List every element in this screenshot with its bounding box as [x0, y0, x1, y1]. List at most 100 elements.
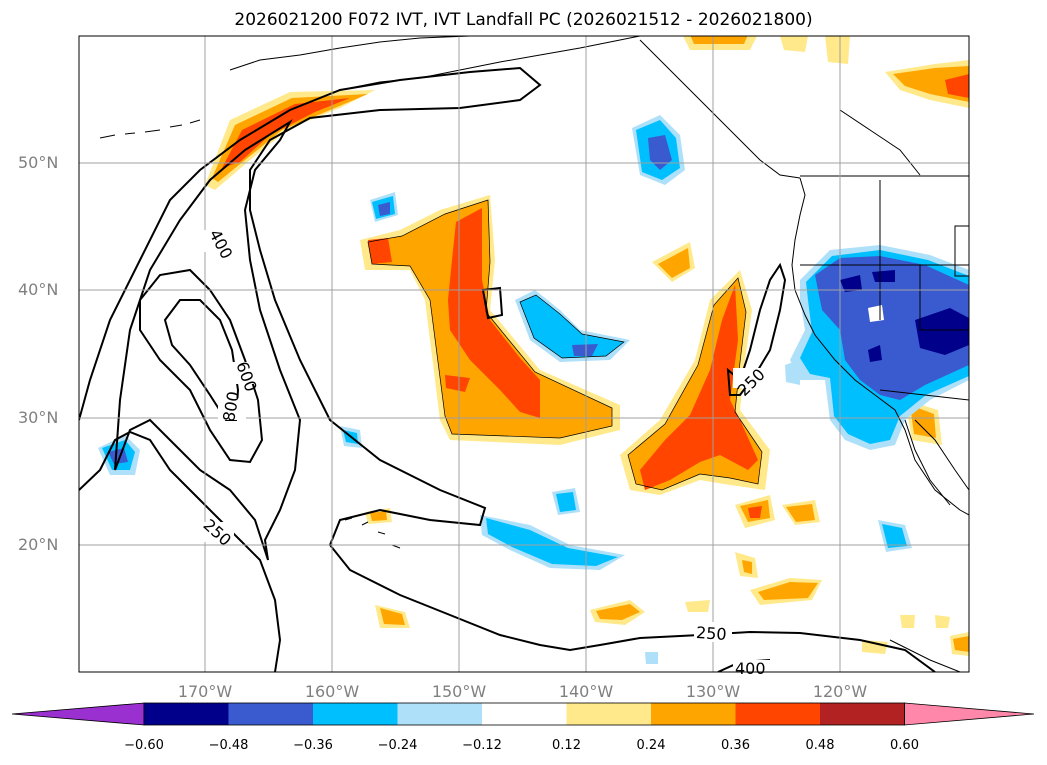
lat-label-30n: 30°N [18, 408, 59, 427]
positive-anomaly-region [953, 636, 969, 652]
plot-frame [78, 35, 970, 673]
map-title: 2026021200 F072 IVT, IVT Landfall PC (20… [234, 10, 813, 30]
bc-wa-or-ca-coastline [791, 177, 969, 516]
shaded-outline-layer [367, 199, 763, 491]
colorbar-segment [313, 703, 398, 725]
contour-label: 250 [695, 623, 727, 644]
colorbar-tick-label: −0.48 [208, 738, 249, 753]
colorbar-segment [144, 703, 229, 725]
colorbar-tick-label: −0.12 [462, 738, 502, 753]
gridlines [79, 36, 969, 672]
negative-anomaly-region [520, 295, 624, 358]
positive-anomaly-region [748, 506, 762, 518]
colorbar-segment [566, 703, 651, 725]
ivt-contour-600 [139, 268, 264, 464]
colorbar-frame [143, 702, 905, 726]
positive-anomaly-region [786, 504, 815, 522]
negative-anomaly-region [815, 256, 969, 400]
colorbar [11, 702, 1035, 726]
positive-anomaly-region [368, 238, 392, 264]
us-mexico-border [879, 389, 969, 401]
shaded-anomaly-layer [98, 36, 969, 664]
positive-anomaly-region [945, 74, 969, 98]
positive-anomaly-region [368, 200, 612, 438]
positive-anomaly-region [370, 511, 387, 521]
negative-anomaly-region [872, 270, 895, 282]
alaska-panhandle-coastline [639, 39, 801, 179]
ivt-contour-400 [114, 119, 302, 561]
baja-coastline [904, 419, 969, 506]
negative-anomaly-region [572, 344, 598, 356]
negative-anomaly-region [486, 518, 618, 566]
positive-anomaly-region [445, 375, 470, 392]
colorbar-extend-low [11, 702, 145, 726]
colorbar-segment [820, 703, 905, 725]
positive-anomaly-region [900, 615, 915, 628]
positive-anomaly-region [205, 90, 375, 190]
colorbar-tick-label: 0.60 [890, 738, 919, 753]
colorbar-tick-label: −0.24 [377, 738, 418, 753]
positive-anomaly-region [742, 560, 752, 574]
positive-anomaly-region [690, 36, 748, 44]
positive-anomaly-region [448, 208, 540, 418]
negative-anomaly-region [785, 360, 800, 385]
colorbar-tick-label: −0.36 [293, 738, 333, 753]
colorbar-segment [735, 703, 820, 725]
lat-label-20n: 20°N [18, 535, 59, 554]
colorbar-segment [228, 703, 313, 725]
negative-anomaly-region [868, 305, 884, 322]
colorbar-tick-label: 0.48 [805, 738, 835, 753]
positive-anomaly-region [935, 615, 950, 628]
negative-anomaly-region [840, 275, 862, 292]
lon-label-170w: 170°W [177, 682, 233, 701]
lon-label-150w: 150°W [431, 682, 487, 701]
positive-anomaly-region [640, 285, 758, 490]
positive-anomaly-region [758, 582, 818, 600]
positive-outline [367, 199, 613, 439]
positive-anomaly-region [685, 600, 710, 612]
negative-anomaly-region [648, 135, 672, 170]
negative-anomaly-region [378, 202, 390, 216]
negative-outline [519, 294, 625, 359]
positive-outline [627, 277, 763, 491]
colorbar-tick-label: 0.12 [552, 738, 581, 753]
colorbar-segment [651, 703, 736, 725]
lon-label-130w: 130°W [685, 682, 741, 701]
positive-anomaly-region [596, 604, 640, 620]
ivt-contour-250 [79, 430, 282, 672]
negative-anomaly-region [556, 492, 576, 512]
positive-anomaly-region [862, 640, 888, 654]
negative-anomaly-region [868, 345, 882, 362]
alaska-canada-border [839, 36, 921, 176]
state-border [800, 180, 969, 331]
ivt-contour-250 [79, 66, 936, 672]
negative-anomaly-region [645, 652, 658, 664]
colorbar-segment [397, 703, 482, 725]
positive-anomaly-region [780, 36, 808, 52]
lon-label-120w: 120°W [812, 682, 868, 701]
lon-label-140w: 140°W [558, 682, 614, 701]
colorbar-segment [482, 703, 567, 725]
colorbar-tick-label: −0.60 [124, 738, 164, 753]
negative-anomaly-region [915, 308, 969, 355]
coastline-layer [99, 36, 969, 672]
positive-anomaly-region [910, 405, 936, 438]
lon-label-160w: 160°W [304, 682, 360, 701]
ivt-contour-250 [726, 262, 787, 396]
negative-anomaly-region [882, 524, 907, 548]
positive-anomaly-region [380, 608, 405, 625]
positive-anomaly-region [825, 36, 850, 64]
hawaii-islands [344, 517, 401, 549]
mexico-coastline [889, 639, 961, 672]
lat-label-50n: 50°N [18, 153, 59, 172]
contour-label: 400 [735, 659, 766, 678]
negative-anomaly-region [108, 448, 128, 464]
lat-label-40n: 40°N [18, 280, 59, 299]
colorbar-tick-label: 0.36 [721, 738, 750, 753]
positive-anomaly-region [658, 248, 690, 278]
colorbar-extend-high [904, 702, 1035, 726]
alaska-coastline [229, 36, 641, 89]
aleutian-islands [99, 119, 201, 139]
colorbar-tick-label: 0.24 [636, 738, 666, 753]
